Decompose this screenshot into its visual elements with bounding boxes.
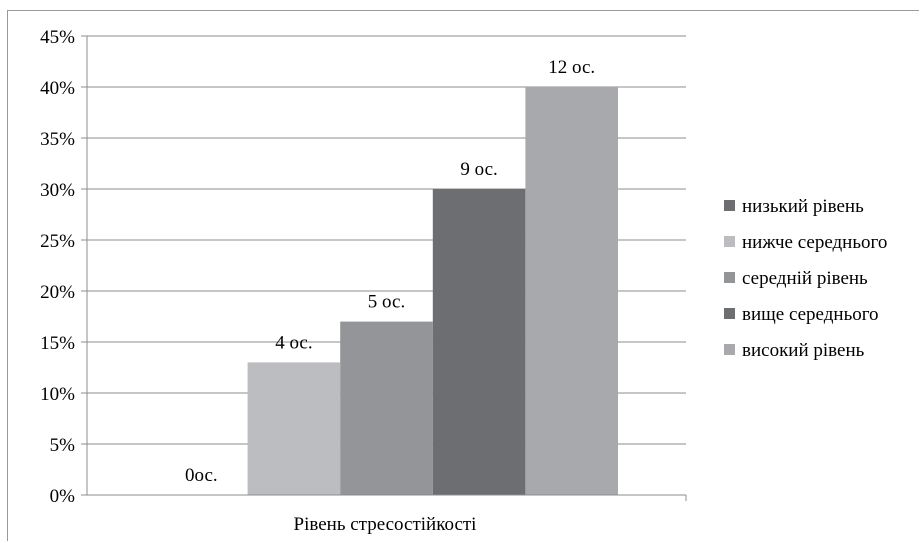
y-tick-label: 5% [50, 435, 76, 456]
data-label-2: 4 ос. [275, 332, 312, 353]
y-axis-ticks: 0% 5% 10% 15% 20% 25% 30% 35% 40% 45% [40, 27, 87, 507]
bar-5 [525, 87, 618, 495]
legend-swatch-1 [724, 200, 735, 211]
y-tick-label: 15% [40, 333, 75, 354]
legend-swatch-3 [724, 272, 735, 283]
legend-swatch-4 [724, 308, 735, 319]
bar-2 [247, 362, 341, 495]
data-label-5: 12 ос. [548, 57, 595, 78]
y-tick-label: 40% [40, 78, 75, 99]
legend-swatch-2 [724, 236, 735, 247]
bar-4 [432, 189, 526, 495]
y-tick-label: 10% [40, 384, 75, 405]
data-label-4: 9 ос. [460, 159, 497, 180]
x-axis-label: Рівень стресостійкості [294, 514, 477, 535]
data-labels: 0ос. 4 ос. 5 ос. 9 ос. 12 ос. [185, 57, 595, 486]
y-tick-label: 25% [40, 231, 75, 252]
y-tick-label: 30% [40, 180, 75, 201]
y-tick-label: 35% [40, 129, 75, 150]
legend: низький рівень нижче середнього середній р… [724, 196, 887, 361]
axes [86, 36, 687, 501]
data-label-3: 5 ос. [368, 292, 405, 313]
legend-swatch-5 [724, 344, 735, 355]
legend-label-1: низький рівень [742, 196, 864, 217]
bars [247, 87, 618, 495]
legend-label-2: нижче середнього [742, 232, 887, 253]
legend-label-5: високий рівень [742, 340, 865, 361]
y-tick-label: 45% [40, 27, 75, 48]
y-tick-label: 20% [40, 282, 75, 303]
bar-3 [340, 321, 433, 495]
legend-label-3: середній рівень [742, 268, 868, 289]
data-label-1: 0ос. [185, 465, 218, 486]
y-tick-label: 0% [50, 486, 76, 507]
legend-label-4: вище середнього [742, 304, 879, 325]
